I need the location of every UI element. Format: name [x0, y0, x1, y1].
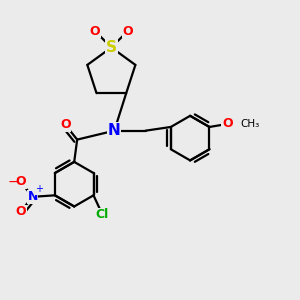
Text: N: N [27, 190, 38, 203]
Text: O: O [60, 118, 70, 131]
Text: N: N [108, 123, 121, 138]
Text: O: O [90, 25, 100, 38]
Text: O: O [15, 176, 26, 188]
Text: S: S [106, 40, 117, 55]
Text: −: − [8, 175, 19, 189]
Text: O: O [122, 25, 133, 38]
Text: O: O [15, 205, 26, 218]
Text: CH₃: CH₃ [241, 119, 260, 129]
Text: O: O [222, 118, 232, 130]
Text: Cl: Cl [96, 208, 109, 221]
Text: +: + [35, 184, 44, 194]
